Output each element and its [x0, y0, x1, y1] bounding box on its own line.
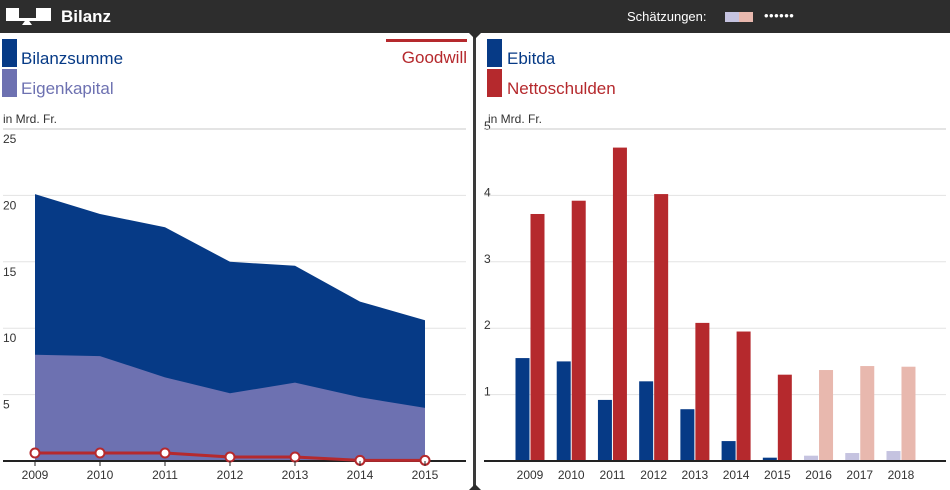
y-tick-left-15: 15 [3, 265, 17, 279]
estimate-swatch-nettoschulden [739, 12, 753, 22]
point-goodwill-2009 [29, 447, 41, 459]
bar-nettoschulden-2016 [819, 370, 834, 461]
legend-swatch-eigenkapital [2, 69, 17, 97]
x-tick-right-2016: 2016 [805, 468, 832, 482]
point-goodwill-2013 [289, 451, 301, 463]
estimates-dots: •••••• [764, 8, 795, 23]
legend-swatch-ebitda [487, 39, 502, 67]
y-tick-left-5: 5 [3, 398, 10, 412]
x-tick-right-2009: 2009 [517, 468, 544, 482]
x-tick-right-2015: 2015 [764, 468, 791, 482]
bar-ebitda-2015 [762, 457, 777, 461]
estimates-label: Schätzungen: [627, 9, 707, 24]
x-tick-left-2011: 2011 [152, 468, 178, 482]
bar-ebitda-2011 [597, 399, 612, 461]
bar-nettoschulden-2013 [695, 322, 710, 461]
bar-ebitda-2018 [886, 451, 901, 461]
y-tick-right-5: 5 [484, 119, 491, 133]
bar-nettoschulden-2010 [571, 200, 586, 461]
x-tick-right-2011: 2011 [600, 468, 626, 482]
x-tick-left-2013: 2013 [282, 468, 309, 482]
x-tick-left-2015: 2015 [412, 468, 439, 482]
bar-ebitda-2013 [680, 409, 695, 461]
y-tick-left-10: 10 [3, 331, 17, 345]
bar-nettoschulden-2015 [777, 374, 792, 461]
legend-label-goodwill: Goodwill [401, 48, 467, 67]
bar-nettoschulden-2011 [612, 147, 627, 462]
unit-label-right: in Mrd. Fr. [488, 112, 543, 126]
bar-nettoschulden-2014 [736, 331, 751, 461]
x-tick-right-2013: 2013 [682, 468, 709, 482]
legend-label-nettoschulden: Nettoschulden [507, 79, 616, 98]
x-tick-right-2010: 2010 [558, 468, 585, 482]
legend-swatch-bilanzsumme [2, 39, 17, 67]
header-bar: Bilanz Schätzungen: •••••• [0, 0, 950, 33]
bar-ebitda-2012 [639, 381, 654, 461]
y-tick-right-2: 2 [484, 318, 491, 332]
estimate-swatch-ebitda [725, 12, 739, 22]
area-eigenkapital [35, 354, 425, 461]
x-tick-left-2014: 2014 [347, 468, 374, 482]
x-tick-right-2018: 2018 [888, 468, 915, 482]
y-tick-right-1: 1 [484, 385, 491, 399]
x-tick-right-2012: 2012 [640, 468, 667, 482]
bar-ebitda-2016 [804, 455, 819, 461]
legend-label-bilanzsumme: Bilanzsumme [21, 49, 124, 68]
bar-ebitda-2009 [515, 358, 530, 461]
x-tick-left-2010: 2010 [87, 468, 114, 482]
bar-ebitda-2017 [845, 453, 860, 461]
legend-line-goodwill [386, 39, 467, 42]
divider-notch-bottom [469, 484, 481, 490]
bar-ebitda-2014 [721, 441, 736, 461]
x-tick-left-2012: 2012 [217, 468, 244, 482]
legend-swatch-nettoschulden [487, 69, 502, 97]
bar-nettoschulden-2017 [860, 366, 875, 461]
unit-label-left: in Mrd. Fr. [3, 112, 58, 126]
point-goodwill-2010 [94, 447, 106, 459]
bar-nettoschulden-2018 [901, 366, 916, 461]
x-tick-right-2014: 2014 [723, 468, 750, 482]
bar-nettoschulden-2012 [654, 194, 669, 461]
point-goodwill-2012 [224, 451, 236, 463]
y-tick-left-25: 25 [3, 132, 17, 146]
legend-label-ebitda: Ebitda [507, 49, 556, 68]
y-tick-left-20: 20 [3, 198, 17, 212]
point-goodwill-2011 [159, 447, 171, 459]
x-tick-left-2009: 2009 [22, 468, 49, 482]
bar-ebitda-2010 [556, 361, 571, 461]
legend-label-eigenkapital: Eigenkapital [21, 79, 114, 98]
page-title: Bilanz [61, 7, 112, 26]
x-tick-right-2017: 2017 [846, 468, 873, 482]
y-tick-right-3: 3 [484, 252, 491, 266]
balance-scale-icon [6, 8, 51, 25]
panel-divider [473, 33, 476, 490]
y-tick-right-4: 4 [484, 185, 491, 199]
bar-nettoschulden-2009 [530, 213, 545, 461]
divider-notch-top [469, 33, 481, 39]
